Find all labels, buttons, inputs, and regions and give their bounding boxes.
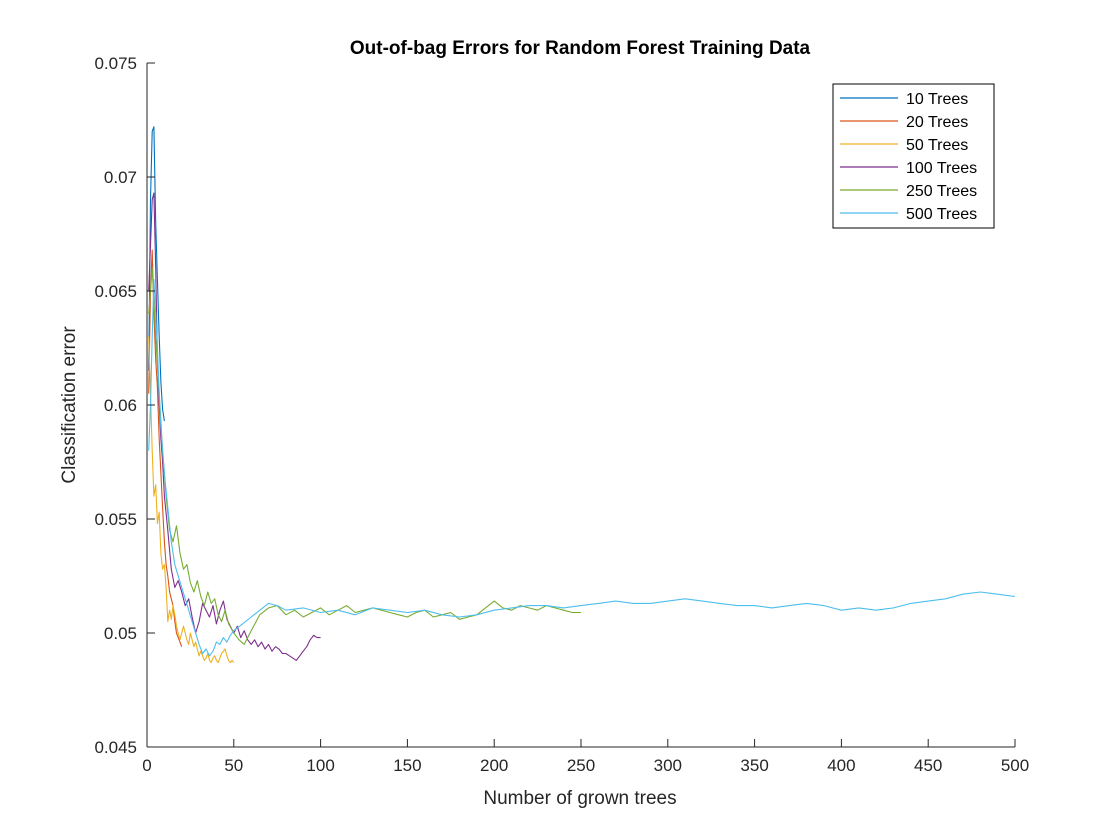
series-line-20-trees: [148, 249, 183, 647]
y-tick-label: 0.07: [104, 168, 137, 187]
y-tick-label: 0.06: [104, 396, 137, 415]
legend-entry-label: 500 Trees: [906, 206, 977, 223]
x-tick-label: 400: [827, 756, 855, 775]
y-tick-label: 0.075: [94, 54, 137, 73]
legend-entry-label: 50 Trees: [906, 137, 968, 154]
x-tick-label: 450: [914, 756, 942, 775]
y-tick-label: 0.055: [94, 510, 137, 529]
y-axis-label: Classification error: [59, 326, 80, 484]
x-ticks: 0 50 100 150 200 250 300 350 400 450 500: [142, 739, 1029, 775]
series-line-10-trees: [148, 126, 165, 422]
series-line-500-trees: [148, 279, 1016, 657]
x-tick-label: 500: [1001, 756, 1029, 775]
y-ticks: 0.045 0.05 0.055 0.06 0.065 0.07 0.075: [94, 54, 155, 757]
legend-box: [832, 83, 995, 229]
chart-title: Out-of-bag Errors for Random Forest Trai…: [350, 38, 811, 59]
x-tick-label: 150: [393, 756, 421, 775]
legend: 10 Trees 20 Trees 50 Trees 100 Trees 250 Tre…: [832, 83, 995, 229]
x-tick-label: 350: [740, 756, 768, 775]
y-tick-label: 0.045: [94, 738, 137, 757]
series-layer: [148, 126, 1016, 664]
legend-entry-label: 20 Trees: [906, 114, 968, 131]
series-line-250-trees: [148, 267, 581, 645]
x-tick-label: 50: [224, 756, 243, 775]
x-axis-label: Number of grown trees: [483, 788, 676, 809]
x-tick-label: 250: [567, 756, 595, 775]
x-tick-label: 0: [142, 756, 151, 775]
y-tick-label: 0.05: [104, 624, 137, 643]
legend-entry-label: 100 Trees: [906, 160, 977, 177]
y-tick-label: 0.065: [94, 282, 137, 301]
x-tick-label: 200: [480, 756, 508, 775]
legend-entry-label: 250 Trees: [906, 183, 977, 200]
series-line-50-trees: [148, 336, 235, 664]
x-tick-label: 300: [654, 756, 682, 775]
x-tick-label: 100: [306, 756, 334, 775]
legend-entry-label: 10 Trees: [906, 91, 968, 108]
